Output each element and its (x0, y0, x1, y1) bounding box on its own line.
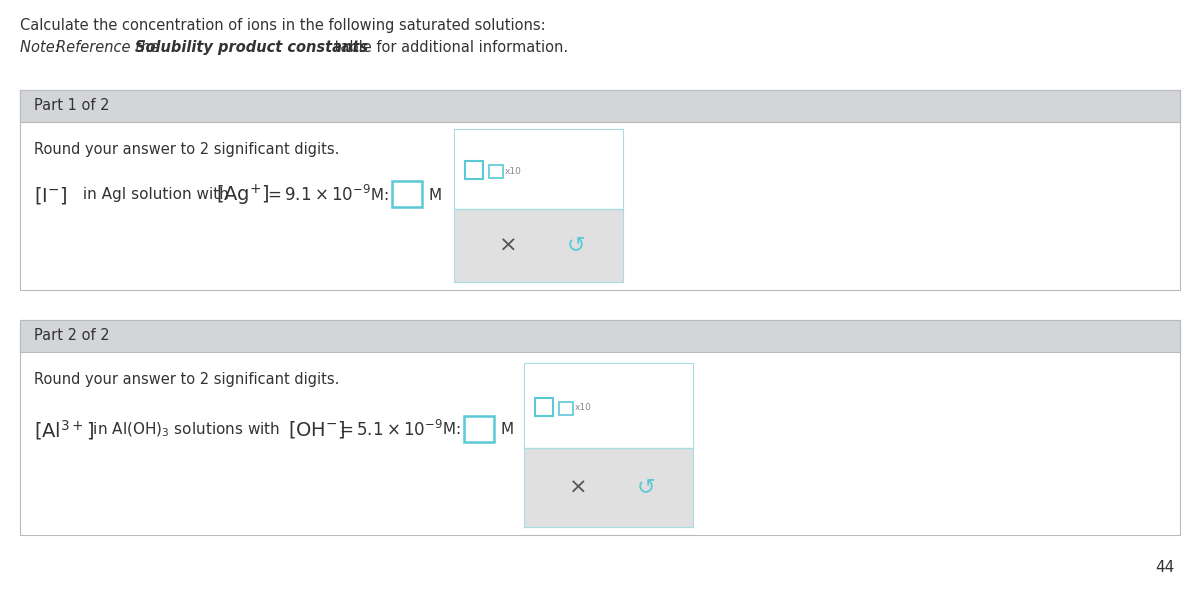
Bar (526, 448, 694, 527)
Bar (526, 364, 694, 527)
Bar (526, 364, 694, 448)
Text: $= 9.1 \times 10^{-9}$: $= 9.1 \times 10^{-9}$ (264, 185, 371, 205)
Bar (466, 161, 482, 179)
Text: Round your answer to 2 significant digits.: Round your answer to 2 significant digit… (34, 142, 340, 157)
Bar (392, 181, 422, 207)
Text: $\left[\mathrm{Ag}^{+}\right]$: $\left[\mathrm{Ag}^{+}\right]$ (216, 183, 269, 208)
Text: in Al(OH)$_3$ solutions with: in Al(OH)$_3$ solutions with (88, 421, 282, 439)
Text: $= 5.1 \times 10^{-9}$: $= 5.1 \times 10^{-9}$ (336, 420, 443, 440)
Text: in AgI solution with: in AgI solution with (78, 187, 234, 202)
Bar (535, 398, 553, 416)
Text: M: M (500, 422, 514, 438)
Text: ×: × (499, 235, 518, 256)
Text: Part 1 of 2: Part 1 of 2 (34, 98, 109, 113)
Bar (559, 402, 574, 415)
Bar (455, 209, 623, 282)
Text: Part 2 of 2: Part 2 of 2 (34, 329, 109, 343)
Bar (20, 90, 1180, 290)
Text: Reference the: Reference the (56, 40, 163, 55)
Bar (20, 320, 1180, 535)
Text: Round your answer to 2 significant digits.: Round your answer to 2 significant digit… (34, 372, 340, 387)
Bar (464, 416, 494, 442)
Bar (455, 130, 623, 209)
Text: ↺: ↺ (637, 477, 655, 498)
Text: Calculate the concentration of ions in the following saturated solutions:: Calculate the concentration of ions in t… (20, 18, 546, 33)
Text: x10: x10 (575, 403, 592, 413)
Bar (20, 320, 1180, 352)
Text: Note:: Note: (20, 40, 65, 55)
Text: M:: M: (366, 187, 389, 202)
Text: M:: M: (438, 422, 461, 438)
Text: ↺: ↺ (566, 235, 586, 256)
Bar (490, 165, 503, 178)
Text: 44: 44 (1156, 560, 1175, 575)
Text: $\left[\mathrm{I}^{-}\right]$: $\left[\mathrm{I}^{-}\right]$ (34, 184, 67, 206)
Text: M: M (428, 187, 442, 202)
Text: table for additional information.: table for additional information. (330, 40, 568, 55)
Text: ×: × (570, 477, 588, 498)
Text: Solubility product constants: Solubility product constants (134, 40, 368, 55)
Bar (20, 90, 1180, 122)
Text: $\left[\mathrm{Al}^{3+}\right]$: $\left[\mathrm{Al}^{3+}\right]$ (34, 418, 95, 442)
Text: $\left[\mathrm{OH}^{-}\right]$: $\left[\mathrm{OH}^{-}\right]$ (288, 419, 346, 441)
Bar (455, 130, 623, 282)
Text: x10: x10 (505, 167, 522, 176)
